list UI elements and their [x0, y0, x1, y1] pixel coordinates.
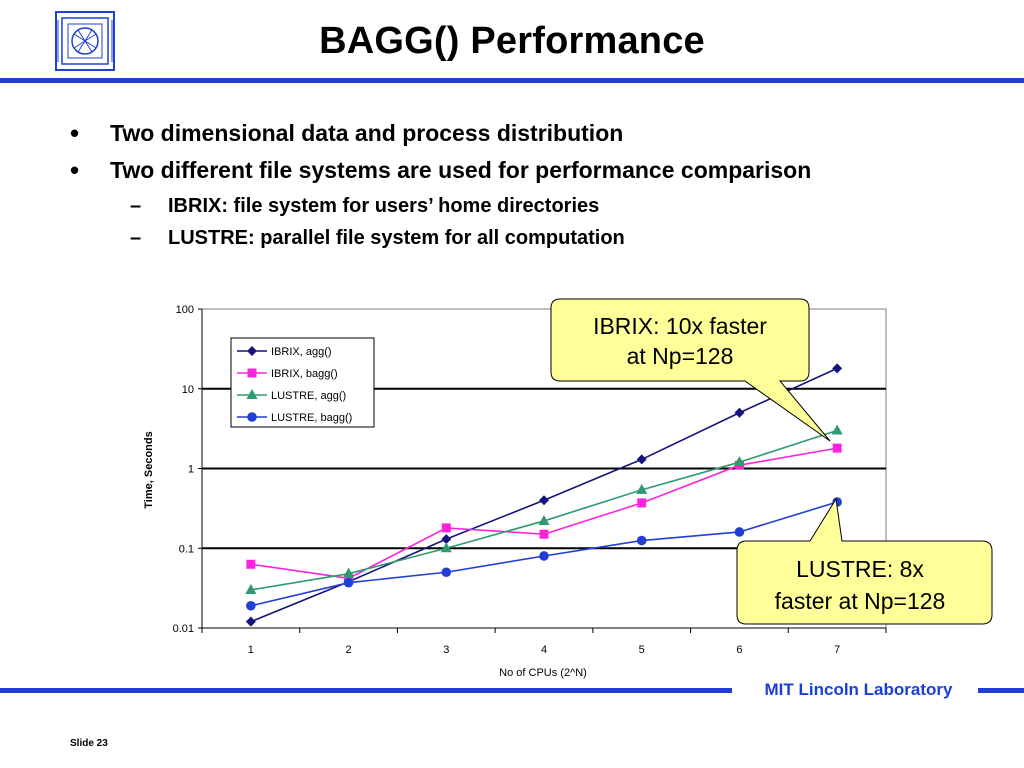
bullet-item: • Two different file systems are used fo…	[70, 155, 870, 186]
bullet-item: • Two dimensional data and process distr…	[70, 118, 870, 149]
legend: IBRIX, agg() IBRIX, bagg() LUSTRE, agg() LU…	[230, 337, 375, 428]
bullet-text: Two dimensional data and process distrib…	[110, 120, 624, 146]
data-point	[441, 567, 452, 578]
sub-bullet-item: – IBRIX: file system for users’ home dir…	[130, 192, 870, 220]
dash-icon: –	[130, 227, 142, 249]
data-point	[539, 495, 549, 506]
lustre-callout: LUSTRE: 8x faster at Np=128	[736, 497, 993, 625]
series-lustre-agg	[245, 424, 843, 594]
data-point	[832, 443, 842, 453]
bottom-divider-right	[978, 688, 1024, 693]
data-point	[246, 559, 256, 569]
y-tick-label: 0.1	[179, 543, 194, 555]
sub-bullet-text: IBRIX: file system for users’ home direc…	[168, 195, 600, 217]
data-point	[343, 567, 355, 578]
legend-marker	[246, 389, 258, 399]
x-axis-label: No of CPUs (2^N)	[499, 667, 587, 679]
data-point	[245, 583, 257, 594]
ibrix-callout-line2: at Np=128	[627, 343, 734, 369]
x-tick-label: 7	[834, 644, 840, 656]
data-point	[636, 535, 647, 546]
data-point	[538, 514, 550, 525]
data-point	[245, 616, 256, 627]
data-point	[539, 551, 549, 561]
sub-bullet-text: LUSTRE: parallel file system for all com…	[168, 227, 625, 249]
y-axis: 0.01 0.1 1 10 100	[173, 304, 203, 635]
x-tick-label: 4	[541, 644, 547, 656]
y-tick-label: 10	[182, 384, 194, 396]
x-tick-label: 3	[443, 644, 449, 656]
mit-ll-logo-icon	[55, 11, 115, 71]
legend-marker	[247, 346, 257, 356]
data-point	[734, 407, 745, 418]
data-point	[637, 498, 647, 508]
data-point	[734, 527, 745, 537]
bullet-list: • Two dimensional data and process distr…	[70, 118, 870, 256]
series-layer	[245, 363, 843, 627]
ibrix-callout: IBRIX: 10x faster at Np=128	[550, 298, 831, 442]
data-point	[441, 523, 451, 533]
y-tick-label: 1	[188, 464, 194, 476]
bullet-dot-icon: •	[70, 118, 80, 148]
x-tick-label: 2	[346, 644, 352, 656]
ibrix-callout-line1: IBRIX: 10x faster	[593, 313, 767, 339]
legend-label: LUSTRE, bagg()	[271, 412, 352, 424]
data-point	[832, 363, 843, 374]
top-divider	[0, 78, 1024, 83]
x-tick-label: 1	[248, 644, 254, 656]
bullet-text: Two different file systems are used for …	[110, 157, 812, 183]
data-point	[343, 577, 354, 588]
sub-bullet-item: – LUSTRE: parallel file system for all c…	[130, 224, 870, 252]
page-title: BAGG() Performance	[319, 20, 705, 62]
slide-number: Slide 23	[70, 738, 108, 749]
legend-label: IBRIX, bagg()	[271, 368, 338, 380]
data-point	[636, 483, 648, 494]
lab-name: MIT Lincoln Laboratory	[764, 680, 953, 699]
y-axis-label: Time, Seconds	[143, 431, 155, 508]
bullet-dot-icon: •	[70, 155, 80, 185]
data-point	[441, 534, 452, 545]
data-point	[733, 456, 745, 467]
legend-label: LUSTRE, agg()	[271, 390, 346, 402]
data-point	[440, 542, 452, 553]
legend-marker	[247, 412, 257, 422]
data-point	[636, 454, 647, 465]
data-point	[831, 424, 843, 435]
bottom-divider-left	[0, 688, 732, 693]
y-tick-label: 0.01	[173, 623, 194, 635]
lustre-callout-line1: LUSTRE: 8x	[796, 556, 924, 582]
lustre-callout-line2: faster at Np=128	[775, 588, 946, 614]
dash-icon: –	[130, 195, 142, 217]
legend-marker	[247, 368, 257, 378]
x-axis: 1 2 3 4 5 6 7	[201, 627, 887, 656]
data-point	[539, 529, 549, 539]
x-tick-label: 5	[639, 644, 645, 656]
data-point	[246, 600, 256, 611]
y-tick-label: 100	[176, 304, 194, 316]
x-tick-label: 6	[736, 644, 742, 656]
legend-label: IBRIX, agg()	[271, 346, 332, 358]
